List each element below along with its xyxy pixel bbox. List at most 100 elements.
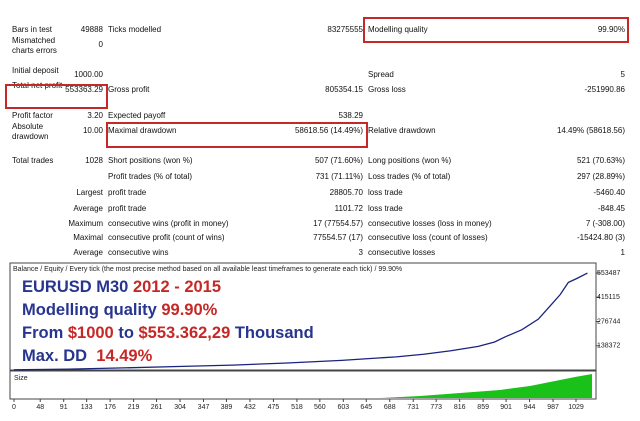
row-value: 0 bbox=[98, 40, 103, 49]
overlay-text: 2012 - 2015 bbox=[132, 278, 222, 296]
row-label: consecutive profit (count of wins) bbox=[108, 233, 225, 242]
x-tick-label: 475 bbox=[268, 404, 280, 411]
x-tick-label: 816 bbox=[454, 404, 466, 411]
x-tick-label: 0 bbox=[12, 404, 16, 411]
chart-frame bbox=[9, 262, 597, 371]
row-value: -5460.40 bbox=[593, 188, 625, 197]
row-value: 1000.00 bbox=[74, 70, 103, 79]
chart-legend: Balance / Equity / Every tick (the most … bbox=[13, 266, 402, 273]
row-label: Gross loss bbox=[368, 85, 406, 94]
row-value: 58618.56 (14.49%) bbox=[294, 126, 363, 135]
row-label: consecutive wins (profit in money) bbox=[108, 219, 229, 228]
overlay-text: 99.90% bbox=[161, 301, 218, 319]
size-label: Size bbox=[14, 375, 28, 382]
row-label: Mismatched charts errors bbox=[12, 36, 57, 55]
row-value: 1101.72 bbox=[334, 204, 363, 213]
x-tick-label: 48 bbox=[36, 404, 44, 411]
overlay-text: Modelling quality bbox=[22, 301, 162, 319]
x-tick-label: 304 bbox=[174, 404, 186, 411]
y-tick-label: 415115 bbox=[597, 294, 620, 301]
row-label: Bars in test bbox=[12, 25, 53, 34]
row-value: 77554.57 (17) bbox=[313, 233, 363, 242]
y-tick-label: 553487 bbox=[597, 270, 620, 277]
row-label: Absolute drawdown bbox=[12, 122, 49, 141]
overlay-text: Thousand bbox=[230, 324, 314, 342]
x-tick-label: 859 bbox=[477, 404, 489, 411]
row-value: 99.90% bbox=[597, 25, 625, 34]
row-label: Initial deposit bbox=[12, 66, 59, 75]
row-label: loss trade bbox=[368, 188, 403, 197]
row-label: Relative drawdown bbox=[368, 126, 436, 135]
x-tick-label: 389 bbox=[221, 404, 233, 411]
x-tick-label: 944 bbox=[524, 404, 536, 411]
overlay: EURUSD M30 2012 - 2015 Modelling quality … bbox=[22, 276, 314, 368]
row-value: -848.45 bbox=[597, 204, 625, 213]
row-value: -15424.80 (3) bbox=[576, 233, 625, 242]
row-label: Profit factor bbox=[12, 111, 53, 120]
row-value: 14.49% (58618.56) bbox=[556, 126, 625, 135]
row-value: 3 bbox=[358, 248, 363, 257]
row-value: 805354.15 bbox=[325, 85, 363, 94]
highlight-box bbox=[106, 122, 368, 148]
overlay-line: Modelling quality 99.90% bbox=[22, 299, 314, 322]
row-label: Maximal bbox=[73, 233, 103, 242]
y-tick-label: 276744 bbox=[597, 318, 620, 325]
x-tick-label: 645 bbox=[360, 404, 372, 411]
x-tick-label: 261 bbox=[151, 404, 163, 411]
overlay-text: Max. DD bbox=[22, 347, 97, 365]
row-value: 507 (71.60%) bbox=[314, 156, 363, 165]
row-label: Loss trades (% of total) bbox=[368, 172, 451, 181]
row-value: 1028 bbox=[85, 156, 103, 165]
x-tick-label: 133 bbox=[81, 404, 93, 411]
row-label: Spread bbox=[368, 70, 394, 79]
row-value: 28805.70 bbox=[329, 188, 363, 197]
row-value: 17 (77554.57) bbox=[313, 219, 363, 228]
row-label: Total trades bbox=[12, 156, 54, 165]
x-tick-label: 560 bbox=[314, 404, 326, 411]
row-label: Long positions (won %) bbox=[368, 156, 452, 165]
row-label: loss trade bbox=[368, 204, 403, 213]
row-label: Profit trades (% of total) bbox=[108, 172, 193, 181]
row-value: 731 (71.11%) bbox=[315, 172, 363, 181]
row-value: 553363.29 bbox=[65, 85, 103, 94]
overlay-text: 14.49% bbox=[96, 347, 153, 365]
row-value: 297 (28.89%) bbox=[576, 172, 625, 181]
row-label: profit trade bbox=[108, 204, 147, 213]
x-tick-label: 518 bbox=[291, 404, 303, 411]
overlay-line: From $1000 to $553.362,29 Thousand bbox=[22, 322, 314, 345]
overlay-text: $1000 bbox=[67, 324, 114, 342]
row-value: 538.29 bbox=[338, 111, 363, 120]
row-label: Average bbox=[73, 204, 103, 213]
x-tick-label: 91 bbox=[60, 404, 68, 411]
overlay-text: $553.362,29 bbox=[138, 324, 231, 342]
x-tick-label: 347 bbox=[198, 404, 210, 411]
row-label: Average bbox=[73, 248, 103, 257]
row-label: consecutive losses bbox=[368, 248, 436, 257]
highlight-box bbox=[5, 84, 108, 109]
row-value: 3.20 bbox=[87, 111, 103, 120]
row-value: -251990.86 bbox=[584, 85, 625, 94]
row-value: 49888 bbox=[80, 25, 103, 34]
row-label: consecutive losses (loss in money) bbox=[368, 219, 492, 228]
highlight-box bbox=[363, 17, 629, 43]
row-label: Largest bbox=[76, 188, 103, 197]
row-label: Modelling quality bbox=[368, 25, 428, 34]
row-label: Maximal drawdown bbox=[108, 126, 177, 135]
row-label: Gross profit bbox=[108, 85, 150, 94]
row-value: 5 bbox=[620, 70, 625, 79]
row-value: 10.00 bbox=[82, 126, 103, 135]
row-label: consecutive loss (count of losses) bbox=[368, 233, 488, 242]
overlay-text: From bbox=[22, 324, 68, 342]
x-tick-label: 901 bbox=[500, 404, 512, 411]
row-value: 1 bbox=[620, 248, 625, 257]
x-tick-label: 731 bbox=[407, 404, 419, 411]
x-tick-label: 219 bbox=[128, 404, 140, 411]
row-value: 7 (-308.00) bbox=[585, 219, 625, 228]
row-label: consecutive wins bbox=[108, 248, 169, 257]
overlay-text: EURUSD M30 bbox=[22, 278, 133, 296]
row-value: 521 (70.63%) bbox=[576, 156, 625, 165]
row-label: Short positions (won %) bbox=[108, 156, 193, 165]
row-value: 83275555 bbox=[327, 25, 363, 34]
